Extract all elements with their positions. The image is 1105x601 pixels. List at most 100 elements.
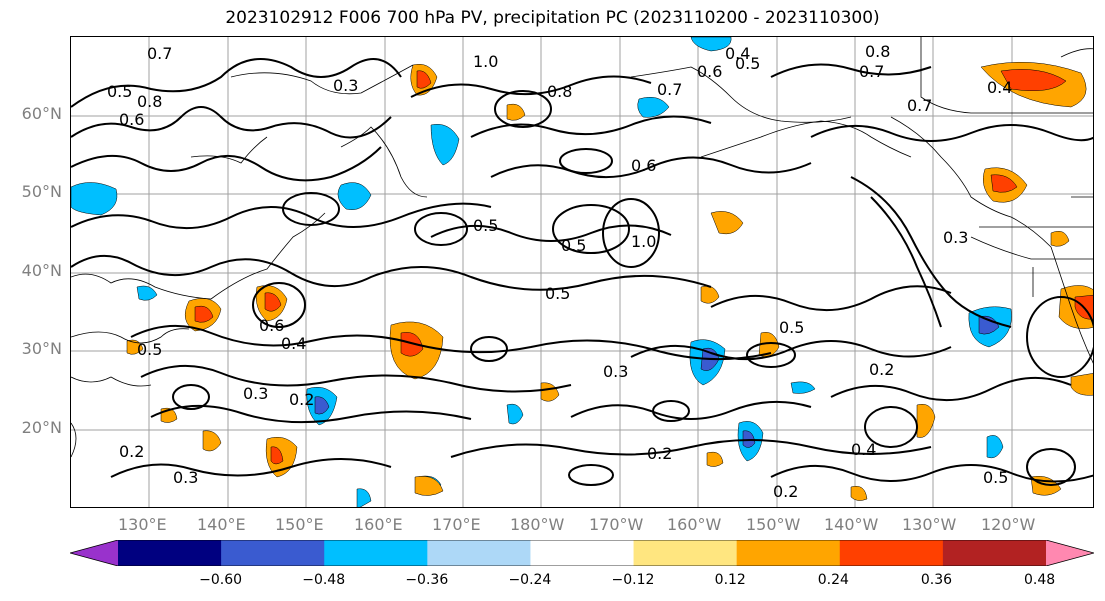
- contour-label: 0.7: [147, 44, 172, 63]
- lon-label: 180°W: [510, 515, 565, 534]
- precip-pos-area: [126, 339, 144, 355]
- precip-neg-area: [790, 381, 816, 394]
- colorbar-tick-label: −0.36: [405, 572, 449, 588]
- precip-pos-area: [194, 305, 214, 323]
- precip-pos-area: [506, 103, 526, 121]
- map-svg: 0.7 0.5 0.6 0.8 0.3 1.0 0.8 0.6 0.7 0.4 …: [71, 37, 1093, 507]
- pv-contour-labels: 0.7 0.5 0.6 0.8 0.3 1.0 0.8 0.6 0.7 0.4 …: [107, 42, 1012, 501]
- colorbar-segment: [427, 540, 531, 566]
- precip-neg-area: [986, 435, 1004, 459]
- colorbar-extend-low: [70, 540, 118, 566]
- contour-label: 0.6: [631, 156, 656, 175]
- contour-label: 0.5: [545, 284, 570, 303]
- contour-label: 0.4: [987, 78, 1012, 97]
- colorbar-tick-label: 0.36: [920, 572, 953, 588]
- precip-pos-area: [1070, 373, 1093, 396]
- colorbar-segment: [736, 540, 841, 566]
- precip-pos-area: [1000, 69, 1067, 91]
- lon-label: 160°W: [667, 515, 722, 534]
- contour-label: 1.0: [473, 52, 498, 71]
- precip-pos-area: [990, 174, 1018, 193]
- lon-label: 170°E: [432, 515, 481, 534]
- contour-label: 0.8: [865, 42, 890, 61]
- precip-neg-area: [978, 315, 1000, 335]
- colorbar-segment: [839, 540, 944, 566]
- contour-label: 0.6: [697, 62, 722, 81]
- contour-label: 1.0: [631, 232, 656, 251]
- contour-label: 0.3: [943, 228, 968, 247]
- precip-pos-area: [540, 382, 560, 402]
- precip-neg-area: [506, 403, 524, 425]
- precip-pos-area: [1050, 231, 1070, 247]
- contour-label: 0.6: [119, 110, 144, 129]
- contour-label: 0.2: [289, 390, 314, 409]
- lon-label: 120°W: [981, 515, 1036, 534]
- lat-label: 60°N: [21, 104, 62, 123]
- colorbar-tick-label: 0.12: [714, 572, 746, 588]
- contour-label: 0.4: [725, 44, 750, 63]
- contour-label: 0.4: [851, 440, 876, 459]
- lon-label: 140°E: [197, 515, 246, 534]
- pv-contours: [71, 58, 1093, 486]
- precip-pos-area: [414, 476, 444, 496]
- precip-pos-area: [850, 486, 868, 501]
- map-panel: 0.7 0.5 0.6 0.8 0.3 1.0 0.8 0.6 0.7 0.4 …: [70, 36, 1094, 508]
- precip-pos-area: [758, 332, 780, 357]
- colorbar-tick-label: −0.24: [508, 572, 552, 588]
- lon-label: 160°E: [354, 515, 403, 534]
- lat-label: 30°N: [21, 339, 62, 358]
- colorbar-segment: [324, 540, 428, 566]
- precip-pos-area: [710, 211, 744, 235]
- contour-label: 0.5: [735, 54, 760, 73]
- colorbar-segment: [530, 540, 635, 566]
- contour-label: 0.4: [281, 334, 306, 353]
- precip-neg-area: [356, 488, 372, 507]
- contour-label: 0.7: [657, 80, 682, 99]
- lon-label: 130°W: [902, 515, 957, 534]
- colorbar-extend-high: [1046, 540, 1094, 566]
- contour-label: 0.7: [907, 96, 932, 115]
- contour-label: 0.5: [561, 236, 586, 255]
- lon-label: 170°W: [589, 515, 644, 534]
- lat-label: 50°N: [21, 182, 62, 201]
- contour-label: 0.3: [333, 76, 358, 95]
- precip-neg-area: [337, 182, 372, 210]
- colorbar-tick-label: −0.60: [199, 572, 243, 588]
- lon-label: 150°W: [746, 515, 801, 534]
- colorbar-segment: [221, 540, 325, 566]
- contour-label: 0.7: [859, 62, 884, 81]
- precip-pos-area: [706, 451, 724, 467]
- contour-label: 0.5: [779, 318, 804, 337]
- precip-pos-area: [270, 446, 284, 465]
- colorbar-segment: [118, 540, 222, 566]
- contour-label: 0.2: [119, 442, 144, 461]
- graticule: [71, 37, 1093, 507]
- contour-label: 0.3: [173, 468, 198, 487]
- colorbar-tick-label: 0.48: [1024, 572, 1056, 588]
- precip-neg-area: [637, 97, 670, 118]
- precip-pos-area: [202, 430, 222, 452]
- contour-label: 0.3: [603, 362, 628, 381]
- contour-label: 0.5: [473, 216, 498, 235]
- contour-label: 0.2: [869, 360, 894, 379]
- colorbar: [70, 540, 1094, 566]
- precip-neg-area: [430, 124, 460, 166]
- contour-label: 0.5: [107, 82, 132, 101]
- precip-neg-area: [71, 182, 118, 216]
- precip-pos-area: [416, 70, 432, 89]
- chart-title: 2023102912 F006 700 hPa PV, precipitatio…: [225, 8, 880, 28]
- precip-pos-area: [264, 292, 282, 312]
- contour-label: 0.2: [647, 444, 672, 463]
- colorbar-tick-label: −0.48: [302, 572, 346, 588]
- contour-label: 0.2: [773, 482, 798, 501]
- colorbar-tick-label: 0.24: [817, 572, 849, 588]
- precip-neg-area: [690, 37, 732, 52]
- contour-label: 0.8: [547, 82, 572, 101]
- colorbar-segment: [633, 540, 738, 566]
- contour-label: 0.8: [137, 92, 162, 111]
- precip-pos-area: [700, 285, 720, 304]
- precip-neg-area: [136, 285, 158, 301]
- colorbar-segment: [942, 540, 1047, 566]
- contour-label: 0.5: [983, 468, 1008, 487]
- colorbar-tick-label: −0.12: [611, 572, 655, 588]
